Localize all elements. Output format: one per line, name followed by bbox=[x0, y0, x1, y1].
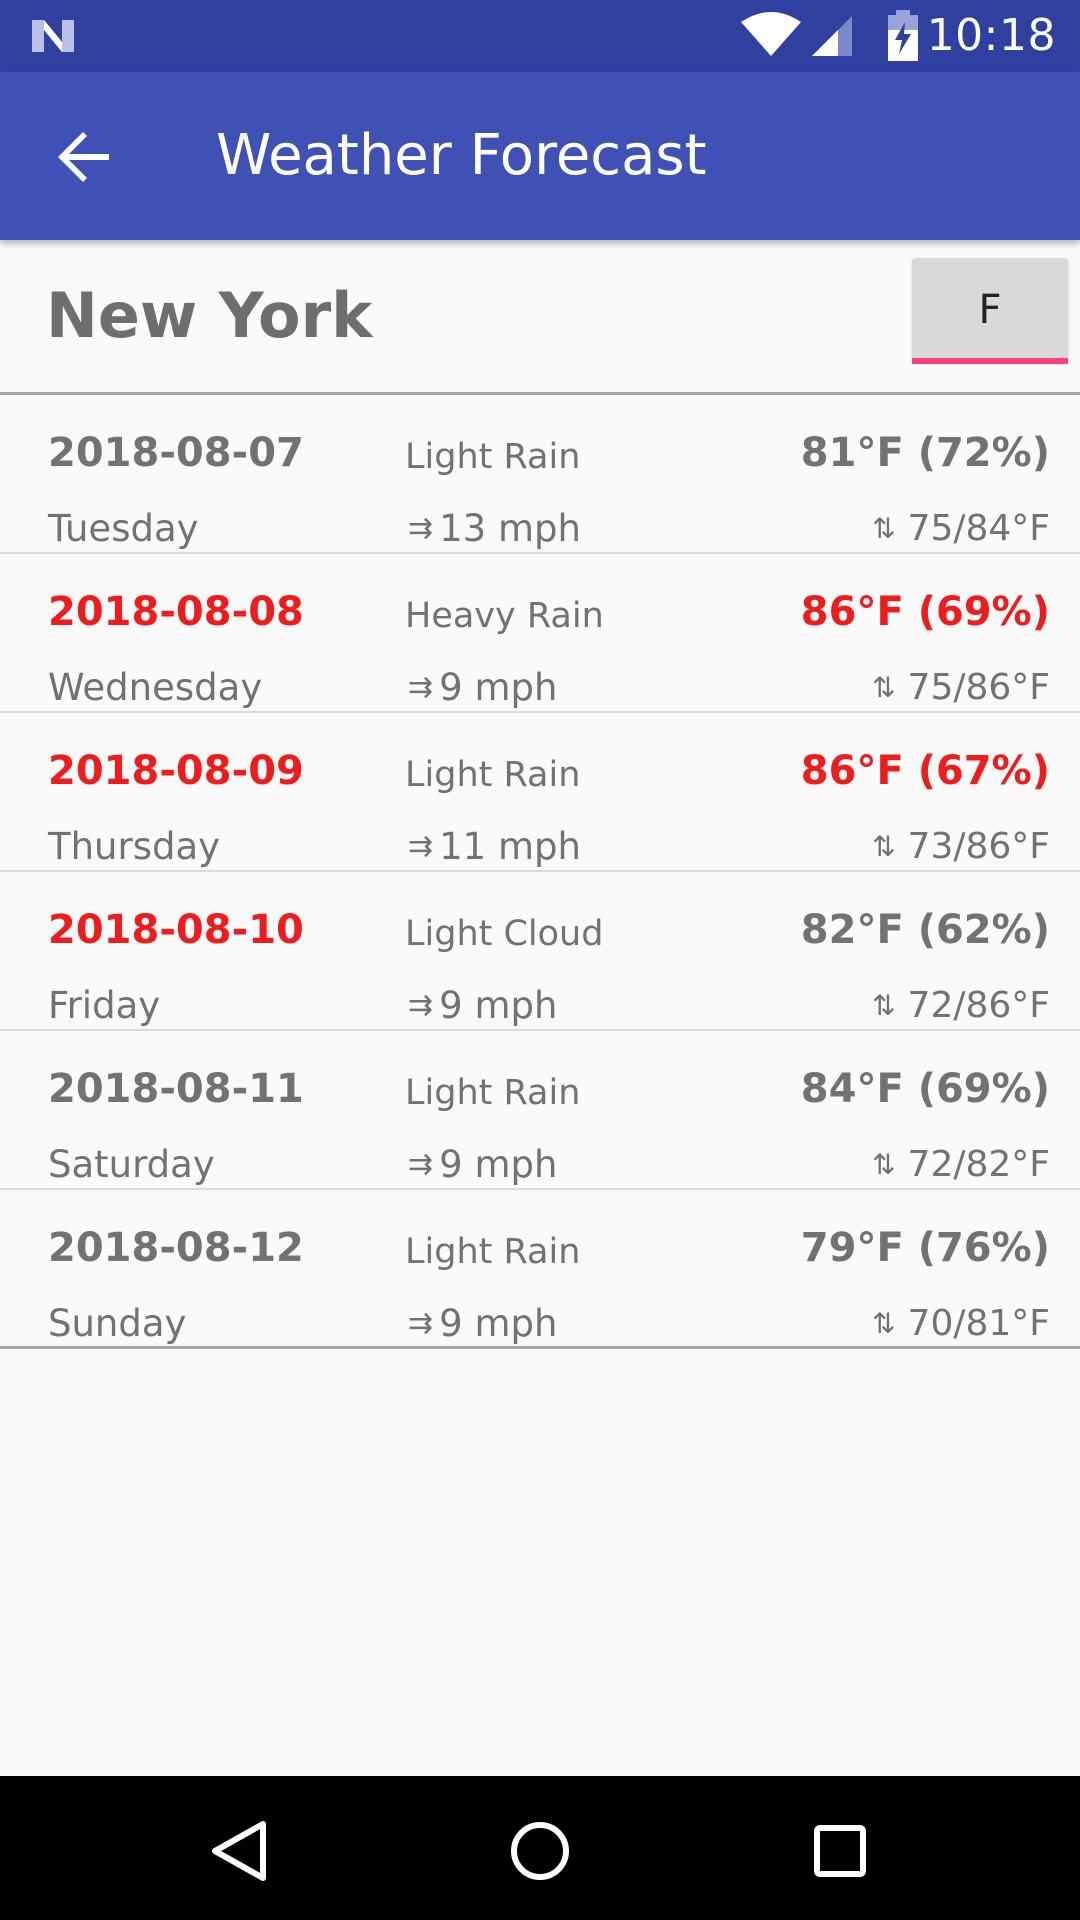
forecast-date: 2018-08-12 bbox=[48, 1225, 304, 1271]
up-down-arrows-icon: ⇅ bbox=[872, 1307, 896, 1340]
forecast-date: 2018-08-10 bbox=[48, 907, 304, 953]
unit-button-underline bbox=[912, 358, 1068, 364]
back-triangle-icon[interactable] bbox=[205, 1816, 275, 1886]
wind-arrows-icon: ⇉ bbox=[408, 1306, 434, 1341]
forecast-wind: ⇉ 9 mph bbox=[408, 1302, 557, 1346]
wind-arrows-icon: ⇉ bbox=[408, 988, 434, 1023]
forecast-range-value: 73/86°F bbox=[907, 826, 1050, 867]
forecast-range: ⇅ 73/86°F bbox=[872, 825, 1050, 869]
up-down-arrows-icon: ⇅ bbox=[872, 1148, 896, 1181]
n-notification-icon bbox=[32, 20, 74, 52]
forecast-row[interactable]: 2018-08-11 Light Rain 84°F (69%) Saturda… bbox=[0, 1031, 1080, 1190]
forecast-wind: ⇉ 13 mph bbox=[408, 507, 581, 551]
forecast-date: 2018-08-08 bbox=[48, 589, 304, 635]
forecast-row[interactable]: 2018-08-07 Light Rain 81°F (72%) Tuesday… bbox=[0, 395, 1080, 554]
forecast-condition: Light Rain bbox=[405, 437, 581, 477]
status-clock: 10:18 bbox=[926, 10, 1056, 61]
city-name: New York bbox=[46, 279, 373, 352]
battery-charging-icon bbox=[888, 10, 918, 61]
forecast-range: ⇅ 75/86°F bbox=[872, 666, 1050, 710]
page-title: Weather Forecast bbox=[216, 123, 707, 188]
forecast-wind: ⇉ 11 mph bbox=[408, 825, 581, 869]
up-down-arrows-icon: ⇅ bbox=[872, 830, 896, 863]
city-header: New York F bbox=[0, 240, 1080, 394]
forecast-condition: Heavy Rain bbox=[405, 596, 604, 636]
forecast-wind: ⇉ 9 mph bbox=[408, 1143, 557, 1187]
home-circle-icon[interactable] bbox=[505, 1816, 575, 1886]
wind-arrows-icon: ⇉ bbox=[408, 511, 434, 546]
forecast-range: ⇅ 72/86°F bbox=[872, 984, 1050, 1028]
up-down-arrows-icon: ⇅ bbox=[872, 512, 896, 545]
forecast-condition: Light Rain bbox=[405, 1073, 581, 1113]
forecast-wind-speed: 9 mph bbox=[439, 984, 558, 1027]
forecast-range: ⇅ 75/84°F bbox=[872, 507, 1050, 551]
temperature-unit-button[interactable]: F bbox=[912, 258, 1068, 362]
forecast-date: 2018-08-09 bbox=[48, 748, 304, 794]
forecast-wind-speed: 11 mph bbox=[439, 825, 581, 868]
forecast-wind: ⇉ 9 mph bbox=[408, 984, 557, 1028]
forecast-temperature: 81°F (72%) bbox=[800, 430, 1050, 476]
up-down-arrows-icon: ⇅ bbox=[872, 989, 896, 1022]
forecast-wind-speed: 9 mph bbox=[439, 666, 558, 709]
wifi-icon bbox=[741, 12, 801, 56]
arrow-back-icon bbox=[58, 132, 109, 182]
forecast-date: 2018-08-07 bbox=[48, 430, 304, 476]
forecast-wind-speed: 9 mph bbox=[439, 1302, 558, 1345]
forecast-temperature: 84°F (69%) bbox=[800, 1066, 1050, 1112]
forecast-range-value: 75/84°F bbox=[907, 508, 1050, 549]
forecast-range-value: 75/86°F bbox=[907, 667, 1050, 708]
wind-arrows-icon: ⇉ bbox=[408, 829, 434, 864]
forecast-wind: ⇉ 9 mph bbox=[408, 666, 557, 710]
forecast-day: Tuesday bbox=[48, 507, 199, 550]
forecast-temperature: 86°F (69%) bbox=[800, 589, 1050, 635]
forecast-row[interactable]: 2018-08-10 Light Cloud 82°F (62%) Friday… bbox=[0, 872, 1080, 1031]
recents-square-icon[interactable] bbox=[805, 1816, 875, 1886]
forecast-wind-speed: 13 mph bbox=[439, 507, 581, 550]
system-nav-bar bbox=[0, 1776, 1080, 1920]
forecast-temperature: 86°F (67%) bbox=[800, 748, 1050, 794]
forecast-range: ⇅ 70/81°F bbox=[872, 1302, 1050, 1346]
forecast-range: ⇅ 72/82°F bbox=[872, 1143, 1050, 1187]
forecast-day: Wednesday bbox=[48, 666, 263, 709]
forecast-list: 2018-08-07 Light Rain 81°F (72%) Tuesday… bbox=[0, 395, 1080, 1349]
wind-arrows-icon: ⇉ bbox=[408, 1147, 434, 1182]
forecast-range-value: 70/81°F bbox=[907, 1303, 1050, 1344]
forecast-day: Thursday bbox=[48, 825, 221, 868]
forecast-condition: Light Rain bbox=[405, 755, 581, 795]
forecast-wind-speed: 9 mph bbox=[439, 1143, 558, 1186]
forecast-row[interactable]: 2018-08-09 Light Rain 86°F (67%) Thursda… bbox=[0, 713, 1080, 872]
status-bar: 10:18 bbox=[0, 0, 1080, 72]
forecast-day: Sunday bbox=[48, 1302, 187, 1345]
forecast-date: 2018-08-11 bbox=[48, 1066, 304, 1112]
forecast-temperature: 82°F (62%) bbox=[800, 907, 1050, 953]
forecast-range-value: 72/82°F bbox=[907, 1144, 1050, 1185]
forecast-range-value: 72/86°F bbox=[907, 985, 1050, 1026]
wind-arrows-icon: ⇉ bbox=[408, 670, 434, 705]
header-divider bbox=[0, 392, 1080, 395]
app-bar: Weather Forecast bbox=[0, 72, 1080, 240]
forecast-day: Friday bbox=[48, 984, 161, 1027]
forecast-condition: Light Cloud bbox=[405, 914, 604, 954]
forecast-condition: Light Rain bbox=[405, 1232, 581, 1272]
forecast-temperature: 79°F (76%) bbox=[800, 1225, 1050, 1271]
back-button[interactable] bbox=[50, 122, 120, 192]
forecast-row[interactable]: 2018-08-08 Heavy Rain 86°F (69%) Wednesd… bbox=[0, 554, 1080, 713]
cell-signal-icon bbox=[812, 16, 852, 56]
up-down-arrows-icon: ⇅ bbox=[872, 671, 896, 704]
forecast-day: Saturday bbox=[48, 1143, 215, 1186]
forecast-row[interactable]: 2018-08-12 Light Rain 79°F (76%) Sunday … bbox=[0, 1190, 1080, 1349]
